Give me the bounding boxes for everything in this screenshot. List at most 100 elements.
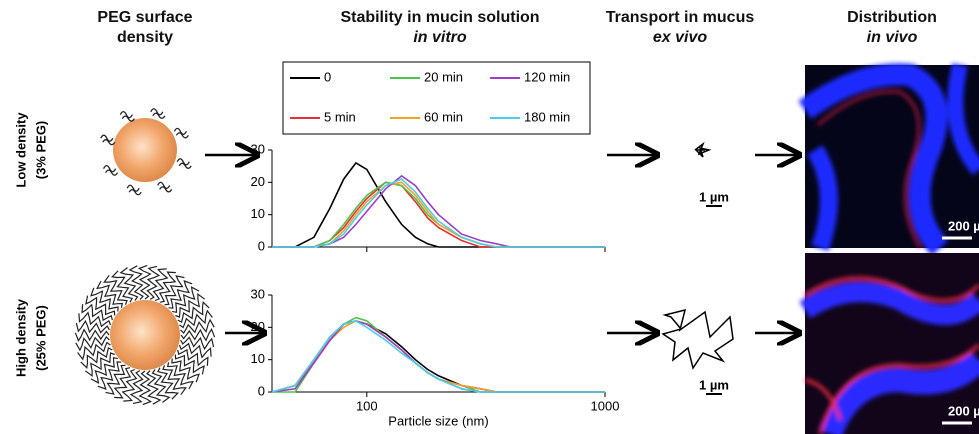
peg-chain (126, 184, 142, 196)
y-tick-label: 30 (251, 141, 265, 156)
peg-chain (128, 265, 144, 300)
peg-chain (171, 358, 200, 383)
header-title: PEG surface density (97, 9, 193, 46)
peg-chain (157, 181, 173, 193)
peg-chain (150, 108, 166, 119)
trajectory-low (694, 141, 712, 158)
legend-label: 60 min (424, 109, 463, 124)
peg-chain (152, 268, 169, 302)
peg-chain (96, 280, 124, 308)
legend-box (282, 61, 591, 135)
legend-label: 180 min (524, 109, 570, 124)
y-tick-label: 30 (251, 286, 265, 301)
legend-label: 120 min (524, 69, 570, 84)
micrograph-high (799, 253, 979, 434)
peg-chain (80, 347, 113, 370)
x-tick-label: 1000 (591, 398, 620, 413)
header-subtitle: in vivo (866, 29, 918, 46)
peg-chain (137, 264, 152, 300)
column-header: PEG surface density (85, 8, 205, 48)
row-label: High density (13, 298, 28, 377)
series-line (272, 161, 605, 248)
micrograph-low (798, 63, 979, 256)
peg-chain (121, 368, 138, 402)
peg-chain (164, 275, 185, 306)
peg-chain (105, 364, 126, 395)
series-line (271, 320, 605, 393)
peg-chain (177, 300, 210, 323)
header-subtitle: in vitro (413, 29, 467, 46)
series-line (271, 320, 605, 393)
row-sublabel: (25% PEG) (33, 305, 48, 371)
peg-chain (85, 295, 116, 316)
nanoparticle (110, 300, 180, 370)
peg-chain (81, 303, 113, 322)
peg-chain (162, 365, 187, 396)
x-tick-label: 100 (356, 398, 378, 413)
column-header: Transport in mucus ex vivo (595, 8, 765, 48)
peg-chain (158, 271, 177, 303)
series-line (271, 320, 605, 393)
peg-chain (179, 309, 213, 329)
peg-chain (119, 110, 135, 122)
arrows (205, 155, 797, 333)
series-line (271, 320, 605, 393)
row-sublabel: (3% PEG) (33, 121, 48, 180)
peg-chain (180, 327, 216, 342)
peg-chain (173, 127, 189, 139)
nanoparticle (113, 118, 177, 182)
peg-chain (180, 336, 215, 351)
peg-chain (177, 348, 209, 367)
peg-chain (157, 367, 180, 400)
series-line (272, 178, 605, 248)
peg-chain (78, 311, 112, 328)
peg-chain (77, 341, 111, 361)
peg-chain (74, 328, 110, 343)
legend-label: 0 (324, 69, 331, 84)
header-title: Distribution (847, 9, 937, 26)
header-subtitle: ex vivo (652, 29, 708, 46)
peg-chain (176, 158, 192, 169)
peg-chain (103, 165, 119, 176)
peg-chain (138, 370, 153, 406)
trajectory-high (661, 308, 734, 370)
series-line (271, 320, 605, 393)
peg-chain (168, 280, 193, 309)
header-title: Stability in mucin solution (340, 9, 540, 26)
peg-chain (119, 267, 139, 301)
peg-chain (166, 362, 194, 390)
peg-chain (84, 352, 115, 377)
peg-chain (175, 293, 206, 318)
peg-chain (172, 286, 200, 314)
scale-label: 1 µm (699, 377, 729, 392)
y-tick-label: 20 (251, 319, 265, 334)
series-line (272, 174, 605, 248)
peg-chain (180, 318, 215, 334)
peg-chain (110, 270, 133, 303)
peg-chain (146, 370, 162, 405)
peg-chain (90, 356, 118, 384)
y-tick-label: 0 (258, 383, 265, 398)
header-title: Transport in mucus (605, 9, 755, 26)
row-label: Low density (13, 112, 28, 188)
column-header: Stability in mucin solution in vitro (290, 8, 590, 48)
y-tick-label: 10 (251, 206, 265, 221)
scale-label: 200 µm (948, 403, 979, 418)
peg-chain (100, 134, 116, 146)
legend-label: 20 min (424, 69, 463, 84)
peg-chain (90, 287, 119, 312)
peg-chain (103, 274, 128, 305)
peg-chain (97, 361, 122, 390)
series-line (272, 316, 605, 393)
column-header: Distribution in vivo (805, 8, 979, 48)
x-axis-label: Particle size (nm) (388, 413, 488, 428)
y-tick-label: 10 (251, 351, 265, 366)
peg-chain (151, 369, 171, 403)
peg-chain (113, 367, 132, 399)
peg-chain (75, 319, 110, 334)
scale-label: 1 µm (699, 189, 729, 204)
y-tick-label: 20 (251, 174, 265, 189)
peg-chain (129, 370, 144, 405)
